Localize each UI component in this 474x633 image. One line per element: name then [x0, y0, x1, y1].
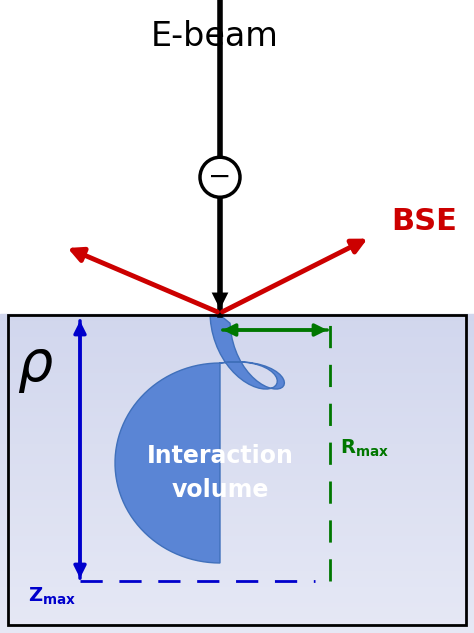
- Bar: [0, 453, 474, 458]
- Bar: [0, 334, 474, 339]
- Text: BSE: BSE: [391, 207, 457, 236]
- Bar: [0, 541, 474, 546]
- Bar: [0, 330, 474, 335]
- Bar: [0, 600, 474, 605]
- Bar: [0, 624, 474, 629]
- Bar: [0, 537, 474, 542]
- Text: E-beam: E-beam: [151, 20, 279, 53]
- Bar: [0, 572, 474, 577]
- Bar: [0, 350, 474, 354]
- Bar: [0, 513, 474, 518]
- Bar: [0, 417, 474, 422]
- Bar: [0, 493, 474, 498]
- Bar: [0, 385, 474, 391]
- Bar: [0, 596, 474, 601]
- Bar: [0, 410, 474, 415]
- Bar: [0, 509, 474, 514]
- Bar: [0, 437, 474, 442]
- Bar: [0, 429, 474, 434]
- Bar: [0, 326, 474, 331]
- Bar: [0, 544, 474, 549]
- Bar: [0, 346, 474, 351]
- Bar: [0, 580, 474, 586]
- Bar: [0, 0, 474, 315]
- Bar: [0, 560, 474, 565]
- Bar: [0, 473, 474, 478]
- Bar: [0, 314, 474, 319]
- Bar: [0, 505, 474, 510]
- Bar: [0, 322, 474, 327]
- Bar: [0, 481, 474, 486]
- Bar: [0, 604, 474, 609]
- Bar: [0, 394, 474, 399]
- Bar: [0, 457, 474, 462]
- Bar: [0, 568, 474, 573]
- Bar: [0, 517, 474, 522]
- Bar: [0, 370, 474, 375]
- Bar: [0, 577, 474, 581]
- Bar: [0, 469, 474, 474]
- Bar: [0, 584, 474, 589]
- Bar: [0, 398, 474, 403]
- Bar: [0, 389, 474, 394]
- Bar: [0, 477, 474, 482]
- Bar: [0, 361, 474, 367]
- Bar: [0, 445, 474, 450]
- Bar: [0, 342, 474, 347]
- Bar: [0, 497, 474, 502]
- Bar: [0, 441, 474, 446]
- Bar: [0, 501, 474, 506]
- Text: $\mathbf{Z_{max}}$: $\mathbf{Z_{max}}$: [28, 586, 76, 607]
- Bar: [0, 425, 474, 430]
- Text: Interaction
volume: Interaction volume: [146, 444, 293, 502]
- Bar: [0, 318, 474, 323]
- Bar: [0, 422, 474, 426]
- Bar: [0, 489, 474, 494]
- Bar: [0, 401, 474, 406]
- Bar: [0, 553, 474, 558]
- Bar: [0, 628, 474, 633]
- Bar: [0, 620, 474, 625]
- Bar: [0, 354, 474, 359]
- Bar: [0, 565, 474, 570]
- Bar: [0, 373, 474, 379]
- Text: −: −: [209, 163, 232, 191]
- Polygon shape: [115, 315, 284, 563]
- Bar: [0, 588, 474, 593]
- Bar: [0, 616, 474, 621]
- Bar: [0, 413, 474, 418]
- Bar: [0, 338, 474, 343]
- Bar: [0, 382, 474, 387]
- Bar: [0, 608, 474, 613]
- Bar: [0, 521, 474, 525]
- Bar: [0, 529, 474, 534]
- Text: ρ: ρ: [18, 340, 53, 393]
- Bar: [0, 612, 474, 617]
- Text: $\mathbf{R_{max}}$: $\mathbf{R_{max}}$: [340, 437, 389, 459]
- Bar: [8, 315, 466, 625]
- Bar: [0, 449, 474, 454]
- Bar: [0, 405, 474, 410]
- Bar: [0, 592, 474, 597]
- Bar: [0, 549, 474, 553]
- Bar: [0, 485, 474, 490]
- Bar: [0, 556, 474, 561]
- Bar: [0, 358, 474, 363]
- Bar: [0, 433, 474, 438]
- Circle shape: [200, 157, 240, 197]
- Bar: [0, 378, 474, 382]
- Bar: [0, 366, 474, 371]
- Bar: [0, 461, 474, 466]
- Bar: [0, 465, 474, 470]
- Bar: [0, 525, 474, 530]
- Bar: [0, 532, 474, 537]
